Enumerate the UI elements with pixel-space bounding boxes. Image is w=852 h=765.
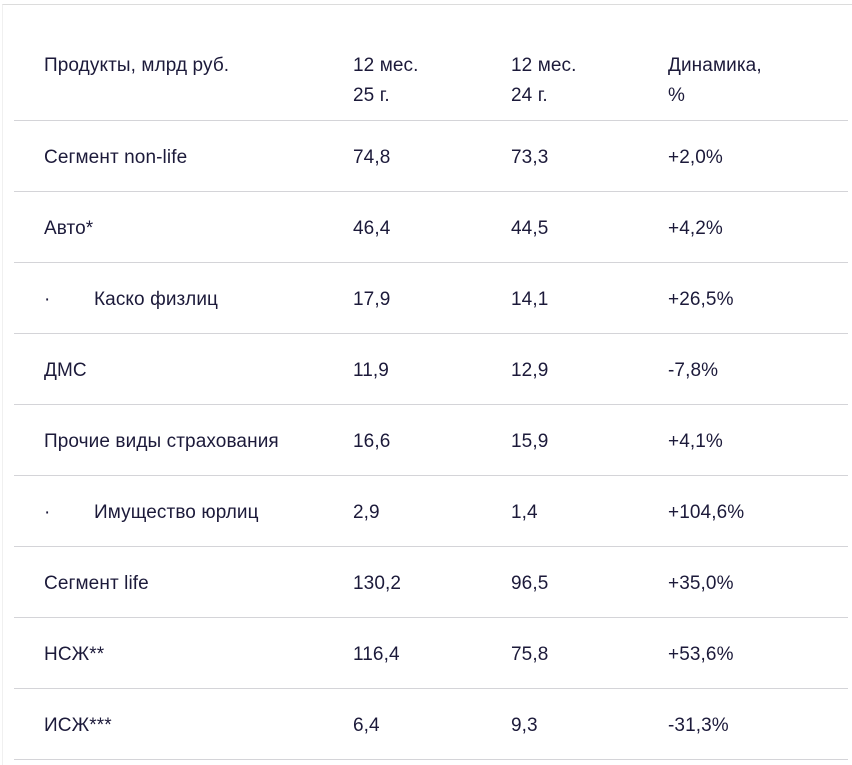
row-name: Сегмент non-life <box>44 147 188 168</box>
value-12m-25: 16,6 <box>353 431 391 452</box>
header-12m-24: 12 мес. 24 г. <box>511 55 577 106</box>
row-label: Авто* <box>14 214 353 244</box>
value-12m-24: 44,5 <box>511 218 549 239</box>
table-row: ИСЖ*** 6,4 9,3 -31,3% <box>14 689 848 760</box>
value-12m-24: 12,9 <box>511 360 549 381</box>
header-products: Продукты, млрд руб. <box>44 55 230 76</box>
value-dynamics: +26,5% <box>668 289 734 310</box>
table-row: Сегмент life 130,2 96,5 +35,0% <box>14 547 848 618</box>
value-12m-25: 130,2 <box>353 573 402 594</box>
table-header-row: Продукты, млрд руб. 12 мес. 25 г. 12 мес… <box>14 5 848 121</box>
value-12m-24: 14,1 <box>511 289 549 310</box>
value-12m-25: 6,4 <box>353 715 380 736</box>
table-row: Авто* 46,4 44,5 +4,2% <box>14 192 848 263</box>
table-row: · Имущество юрлиц 2,9 1,4 +104,6% <box>14 476 848 547</box>
value-dynamics: +4,2% <box>668 218 723 239</box>
value-dynamics: +104,6% <box>668 502 745 523</box>
row-name: Имущество юрлиц <box>94 502 259 523</box>
header-12m-25: 12 мес. 25 г. <box>353 55 419 106</box>
insurance-premiums-table: Продукты, млрд руб. 12 мес. 25 г. 12 мес… <box>14 5 848 760</box>
value-dynamics: +53,6% <box>668 644 734 665</box>
value-12m-24: 15,9 <box>511 431 549 452</box>
header-dynamics: Динамика, % <box>668 55 762 106</box>
value-dynamics: +35,0% <box>668 573 734 594</box>
value-12m-25: 2,9 <box>353 502 380 523</box>
table-row: НСЖ** 116,4 75,8 +53,6% <box>14 618 848 689</box>
value-12m-25: 11,9 <box>353 360 389 381</box>
table-row: Прочие виды страхования 16,6 15,9 +4,1% <box>14 405 848 476</box>
row-label: Сегмент non-life <box>14 143 353 173</box>
row-name: Авто* <box>44 218 94 239</box>
row-label: НСЖ** <box>14 640 353 670</box>
value-12m-25: 116,4 <box>353 644 400 665</box>
value-12m-24: 9,3 <box>511 715 538 736</box>
row-name: Прочие виды страхования <box>44 431 279 452</box>
value-12m-25: 74,8 <box>353 147 391 168</box>
row-label: ИСЖ*** <box>14 711 353 741</box>
row-name: НСЖ** <box>44 644 105 665</box>
value-dynamics: +4,1% <box>668 431 723 452</box>
table-row: ДМС 11,9 12,9 -7,8% <box>14 334 848 405</box>
row-label: ДМС <box>14 356 353 386</box>
table-card: Продукты, млрд руб. 12 мес. 25 г. 12 мес… <box>2 4 852 765</box>
row-label: · Каско физлиц <box>14 285 353 315</box>
value-dynamics: -7,8% <box>668 360 719 381</box>
row-label: Сегмент life <box>14 569 353 599</box>
row-name: ИСЖ*** <box>44 715 112 736</box>
value-12m-24: 96,5 <box>511 573 549 594</box>
row-name: ДМС <box>44 360 87 381</box>
row-label: Прочие виды страхования <box>14 427 353 457</box>
value-12m-25: 17,9 <box>353 289 391 310</box>
value-12m-25: 46,4 <box>353 218 391 239</box>
row-name: Сегмент life <box>44 573 149 594</box>
table-row: · Каско физлиц 17,9 14,1 +26,5% <box>14 263 848 334</box>
bullet-icon: · <box>44 502 51 523</box>
value-12m-24: 73,3 <box>511 147 549 168</box>
table-row: Сегмент non-life 74,8 73,3 +2,0% <box>14 121 848 192</box>
value-12m-24: 1,4 <box>511 502 538 523</box>
value-dynamics: -31,3% <box>668 715 729 736</box>
value-dynamics: +2,0% <box>668 147 723 168</box>
value-12m-24: 75,8 <box>511 644 549 665</box>
row-name: Каско физлиц <box>94 289 219 310</box>
bullet-icon: · <box>44 289 51 310</box>
row-label: · Имущество юрлиц <box>14 498 353 528</box>
